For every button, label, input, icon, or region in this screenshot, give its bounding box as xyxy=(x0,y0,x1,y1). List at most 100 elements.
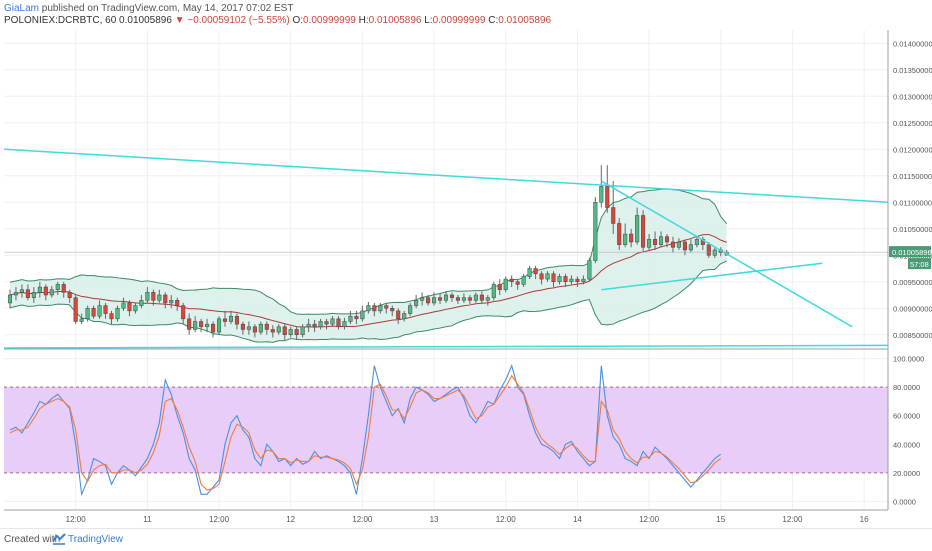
candle-body[interactable] xyxy=(360,310,365,320)
candle-body[interactable] xyxy=(288,329,293,336)
candle-body[interactable] xyxy=(479,294,484,301)
candle-body[interactable] xyxy=(13,292,18,296)
candle-body[interactable] xyxy=(7,294,13,304)
candle-body[interactable] xyxy=(402,313,407,320)
candle-body[interactable] xyxy=(342,321,347,328)
candle-body[interactable] xyxy=(557,276,562,282)
candle-body[interactable] xyxy=(187,318,192,330)
candle-body[interactable] xyxy=(31,292,36,298)
candle-body[interactable] xyxy=(378,305,383,312)
candle-body[interactable] xyxy=(246,326,251,330)
candle-body[interactable] xyxy=(617,223,622,245)
candle-body[interactable] xyxy=(515,281,520,285)
candle-body[interactable] xyxy=(485,297,490,301)
candle-body[interactable] xyxy=(199,321,204,328)
candle-body[interactable] xyxy=(85,308,90,320)
trendline[interactable] xyxy=(3,148,889,203)
candle-body[interactable] xyxy=(563,276,568,282)
candle-body[interactable] xyxy=(193,321,198,330)
candle-body[interactable] xyxy=(629,233,634,243)
candle-body[interactable] xyxy=(234,315,239,325)
chart-svg[interactable]: 0.01400000 0.01350000 0.01300000 0.01250000… xyxy=(0,28,932,528)
candle-body[interactable] xyxy=(611,207,616,224)
candle-body[interactable] xyxy=(647,239,652,248)
candle-body[interactable] xyxy=(115,308,120,320)
candle-body[interactable] xyxy=(175,300,180,306)
candle-body[interactable] xyxy=(228,315,234,322)
candle-body[interactable] xyxy=(426,297,431,304)
candle-body[interactable] xyxy=(432,297,437,304)
candle-body[interactable] xyxy=(396,310,401,320)
candle-body[interactable] xyxy=(282,326,287,335)
candle-body[interactable] xyxy=(509,278,514,283)
candle-body[interactable] xyxy=(408,305,413,314)
trendline[interactable] xyxy=(3,344,889,349)
candle-body[interactable] xyxy=(133,305,138,312)
candle-body[interactable] xyxy=(330,318,335,325)
candle-body[interactable] xyxy=(605,186,610,208)
candle-body[interactable] xyxy=(670,241,676,248)
candle-body[interactable] xyxy=(664,236,670,243)
candle-body[interactable] xyxy=(103,305,108,314)
candle-body[interactable] xyxy=(688,244,693,251)
candle-body[interactable] xyxy=(19,289,24,293)
candle-body[interactable] xyxy=(390,308,395,312)
candle-body[interactable] xyxy=(635,215,640,243)
candle-body[interactable] xyxy=(366,305,371,312)
candle-body[interactable] xyxy=(294,329,299,336)
symbol-label[interactable]: POLONIEX:DCRBTC, 60 xyxy=(4,15,117,26)
candle-body[interactable] xyxy=(527,268,532,277)
candle-body[interactable] xyxy=(163,294,168,304)
candle-body[interactable] xyxy=(43,286,48,296)
candle-body[interactable] xyxy=(252,326,257,333)
candle-body[interactable] xyxy=(533,268,538,275)
candle-body[interactable] xyxy=(312,323,317,328)
candle-body[interactable] xyxy=(372,305,377,312)
candle-body[interactable] xyxy=(211,323,216,333)
candle-body[interactable] xyxy=(575,278,580,283)
candle-body[interactable] xyxy=(706,244,711,256)
candle-body[interactable] xyxy=(49,289,54,296)
candle-body[interactable] xyxy=(67,292,72,298)
candle-body[interactable] xyxy=(306,323,311,328)
candle-body[interactable] xyxy=(539,273,544,280)
candle-body[interactable] xyxy=(73,297,78,322)
candle-body[interactable] xyxy=(623,233,628,245)
candle-body[interactable] xyxy=(258,323,263,333)
candle-body[interactable] xyxy=(264,323,269,330)
candle-body[interactable] xyxy=(270,329,275,333)
candle-body[interactable] xyxy=(151,292,156,301)
candle-body[interactable] xyxy=(55,284,60,290)
trendline[interactable] xyxy=(600,180,853,328)
candle-body[interactable] xyxy=(569,278,574,283)
candle-body[interactable] xyxy=(109,313,114,320)
candle-body[interactable] xyxy=(712,249,717,256)
candle-body[interactable] xyxy=(503,278,508,290)
tradingview-brand[interactable]: TradingView xyxy=(68,534,124,545)
candle-body[interactable] xyxy=(497,284,502,290)
candle-body[interactable] xyxy=(216,318,222,333)
candle-body[interactable] xyxy=(97,305,102,317)
candle-body[interactable] xyxy=(682,241,687,251)
trendlines[interactable] xyxy=(3,148,889,349)
candle-body[interactable] xyxy=(491,284,496,298)
candle-body[interactable] xyxy=(79,318,84,322)
candle-body[interactable] xyxy=(300,326,305,335)
candle-body[interactable] xyxy=(25,289,30,298)
candle-body[interactable] xyxy=(414,300,419,306)
candle-body[interactable] xyxy=(354,315,359,320)
candle-body[interactable] xyxy=(61,284,66,293)
candle-body[interactable] xyxy=(676,241,681,248)
candle-body[interactable] xyxy=(437,297,443,301)
candle-body[interactable] xyxy=(461,297,466,301)
candle-body[interactable] xyxy=(318,321,323,328)
candle-body[interactable] xyxy=(145,292,150,301)
candle-body[interactable] xyxy=(449,294,455,298)
candle-body[interactable] xyxy=(222,318,228,322)
candle-body[interactable] xyxy=(420,297,425,301)
candle-body[interactable] xyxy=(169,300,174,304)
candle-body[interactable] xyxy=(240,323,245,330)
candle-body[interactable] xyxy=(455,297,460,301)
candle-body[interactable] xyxy=(551,273,556,283)
candle-body[interactable] xyxy=(127,302,132,312)
